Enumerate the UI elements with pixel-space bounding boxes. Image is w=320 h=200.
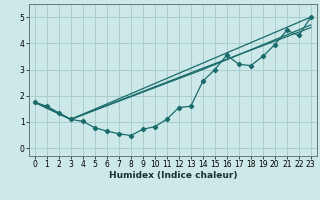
X-axis label: Humidex (Indice chaleur): Humidex (Indice chaleur)	[108, 171, 237, 180]
